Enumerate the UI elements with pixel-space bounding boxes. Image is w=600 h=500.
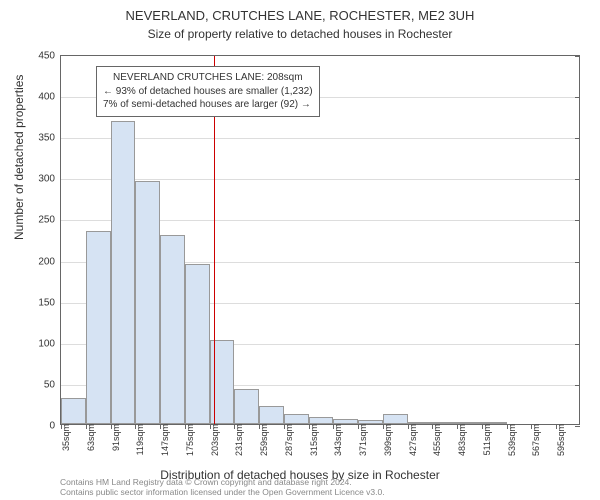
histogram-bar (185, 264, 210, 424)
x-tick-label: 259sqm (257, 424, 269, 456)
histogram-bar (61, 398, 86, 424)
x-tick-label: 287sqm (282, 424, 294, 456)
x-tick-label: 91sqm (109, 424, 121, 451)
footer-line-1: Contains HM Land Registry data © Crown c… (60, 477, 590, 488)
histogram-bar (160, 235, 185, 424)
chart-container: NEVERLAND, CRUTCHES LANE, ROCHESTER, ME2… (0, 0, 600, 500)
chart-title: NEVERLAND, CRUTCHES LANE, ROCHESTER, ME2… (0, 0, 600, 25)
x-tick-label: 595sqm (554, 424, 566, 456)
y-tick-label: 400 (38, 92, 61, 103)
x-tick-label: 175sqm (183, 424, 195, 456)
y-tick-mark (575, 344, 580, 345)
x-tick-label: 399sqm (381, 424, 393, 456)
annotation-line: ← 93% of detached houses are smaller (1,… (103, 85, 313, 99)
gridline (61, 179, 579, 180)
x-tick-label: 455sqm (430, 424, 442, 456)
y-tick-label: 450 (38, 51, 61, 62)
y-tick-label: 200 (38, 256, 61, 267)
x-tick-label: 539sqm (505, 424, 517, 456)
annotation-line: 7% of semi-detached houses are larger (9… (103, 98, 313, 112)
y-tick-mark (575, 385, 580, 386)
x-tick-label: 567sqm (529, 424, 541, 456)
x-tick-label: 483sqm (455, 424, 467, 456)
histogram-bar (111, 121, 136, 424)
y-tick-mark (575, 303, 580, 304)
y-tick-mark (575, 97, 580, 98)
footer-attribution: Contains HM Land Registry data © Crown c… (60, 477, 590, 498)
y-tick-label: 50 (44, 379, 61, 390)
plot-area: 05010015020025030035040045035sqm63sqm91s… (60, 55, 580, 425)
annotation-box: NEVERLAND CRUTCHES LANE: 208sqm← 93% of … (96, 66, 320, 117)
footer-line-2: Contains public sector information licen… (60, 487, 590, 498)
histogram-bar (234, 389, 259, 424)
x-tick-label: 63sqm (84, 424, 96, 451)
x-tick-label: 35sqm (59, 424, 71, 451)
y-tick-mark (575, 426, 580, 427)
x-tick-label: 427sqm (406, 424, 418, 456)
annotation-line: NEVERLAND CRUTCHES LANE: 208sqm (103, 71, 313, 85)
x-tick-label: 511sqm (480, 424, 492, 455)
x-tick-label: 371sqm (356, 424, 368, 456)
histogram-bar (259, 406, 284, 424)
chart-subtitle: Size of property relative to detached ho… (0, 25, 600, 41)
x-tick-label: 147sqm (158, 424, 170, 456)
y-tick-mark (575, 179, 580, 180)
x-tick-label: 119sqm (133, 424, 145, 455)
x-tick-label: 203sqm (208, 424, 220, 456)
y-tick-label: 150 (38, 297, 61, 308)
histogram-bar (135, 181, 160, 424)
histogram-bar (383, 414, 408, 424)
gridline (61, 138, 579, 139)
x-tick-label: 315sqm (307, 424, 319, 456)
y-tick-mark (575, 56, 580, 57)
y-tick-mark (575, 138, 580, 139)
y-tick-mark (575, 262, 580, 263)
histogram-bar (284, 414, 309, 424)
y-tick-label: 100 (38, 338, 61, 349)
y-tick-label: 250 (38, 215, 61, 226)
x-tick-label: 343sqm (331, 424, 343, 456)
y-axis-label: Number of detached properties (12, 75, 26, 240)
y-tick-label: 300 (38, 174, 61, 185)
y-tick-label: 350 (38, 133, 61, 144)
x-tick-label: 231sqm (232, 424, 244, 456)
histogram-bar (86, 231, 111, 424)
y-tick-mark (575, 220, 580, 221)
